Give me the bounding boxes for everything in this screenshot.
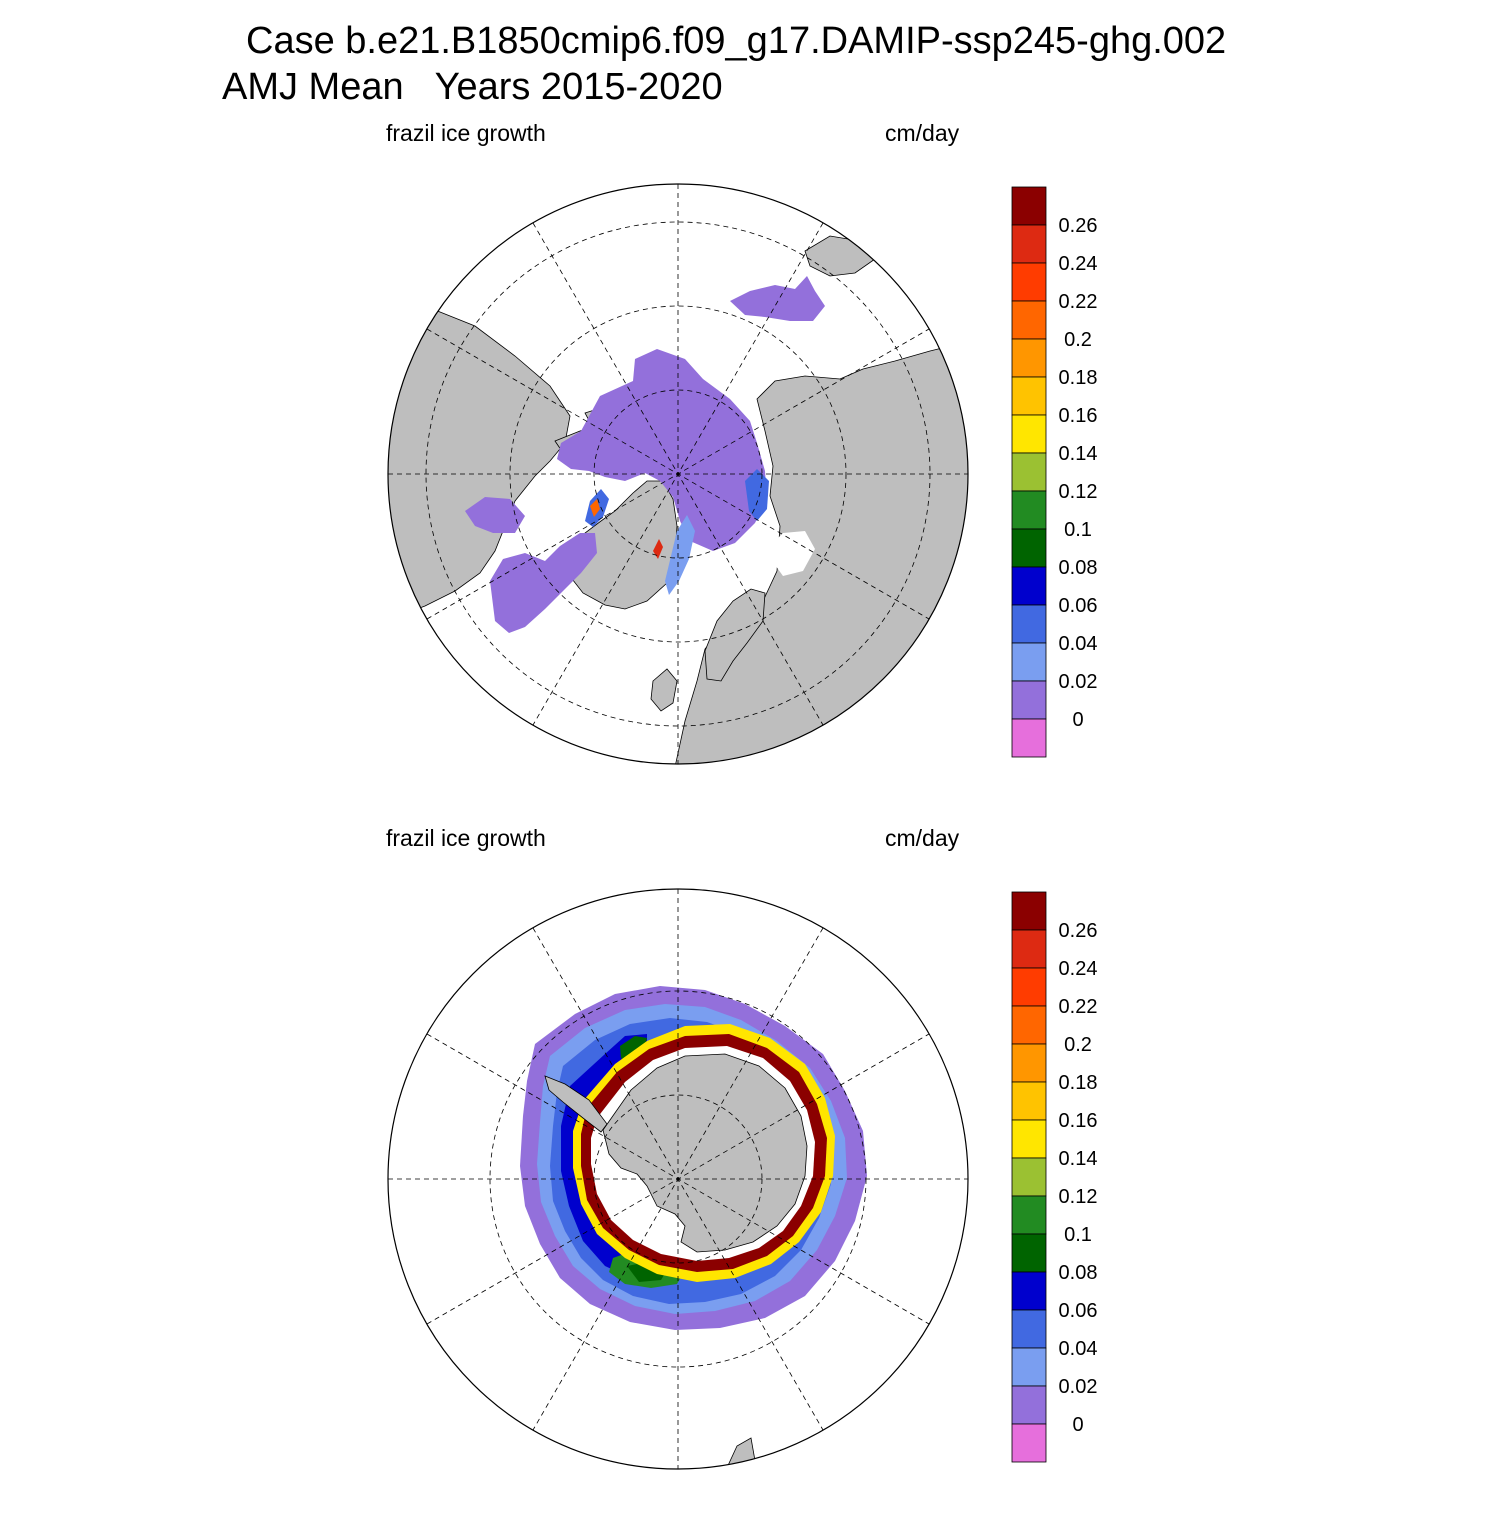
colorbar-label: 0.18 xyxy=(1059,1072,1098,1094)
baffin-hudson-frazil-field xyxy=(465,497,597,633)
colorbar-label: 0.2 xyxy=(1064,1034,1092,1056)
okhotsk-frazil-field xyxy=(730,276,825,321)
colorbar-box xyxy=(1011,1043,1047,1083)
colorbar-box xyxy=(1011,1423,1047,1463)
graticule xyxy=(388,889,968,1469)
colorbar-label: 0.02 xyxy=(1059,1376,1098,1398)
figure-title-line1: Case b.e21.B1850cmip6.f09_g17.DAMIP-ssp2… xyxy=(246,20,1227,62)
colorbar-box xyxy=(1011,1385,1047,1425)
colorbar-label: 0.14 xyxy=(1059,443,1098,465)
panel-variable-label: frazil ice growth xyxy=(386,825,546,851)
colorbar-box xyxy=(1011,224,1047,264)
colorbar-label: 0.08 xyxy=(1059,557,1098,579)
colorbar-box xyxy=(1011,642,1047,682)
colorbar-box xyxy=(1011,1005,1047,1045)
colorbar-box xyxy=(1011,891,1047,931)
latitude-circle-70 xyxy=(509,305,847,643)
colorbar-box xyxy=(1011,604,1047,644)
antarctica-land xyxy=(602,1053,808,1253)
north-america-land xyxy=(388,290,571,622)
colorbar: 0.26 0.24 0.22 0.2 0.18 0.16 0.14 0.12 0… xyxy=(1011,891,1098,1463)
uk-land xyxy=(650,668,678,712)
colorbar-box xyxy=(1011,376,1047,416)
colorbar-box xyxy=(1011,528,1047,568)
colorbar-box xyxy=(1011,680,1047,720)
baffin-bay-frazil-high xyxy=(590,499,600,517)
colorbar-label: 0.2 xyxy=(1064,329,1092,351)
colorbar: 0.26 0.24 0.22 0.2 0.18 0.16 0.14 0.12 0… xyxy=(1011,186,1098,758)
north-polar-map xyxy=(387,183,969,765)
colorbar-box xyxy=(1011,1233,1047,1273)
colorbar-tick-labels: 0.26 0.24 0.22 0.2 0.18 0.16 0.14 0.12 0… xyxy=(1059,215,1098,731)
colorbar-box xyxy=(1011,262,1047,302)
panel-units-label: cm/day xyxy=(885,120,960,146)
colorbar-label: 0.16 xyxy=(1059,1110,1098,1132)
colorbar-label: 0.1 xyxy=(1064,1224,1092,1246)
colorbar-label: 0.08 xyxy=(1059,1262,1098,1284)
colorbar-box xyxy=(1011,1195,1047,1235)
colorbar-label: 0.04 xyxy=(1059,1338,1098,1360)
colorbar-label: 0 xyxy=(1072,1414,1083,1436)
colorbar-box xyxy=(1011,338,1047,378)
panel-units-label: cm/day xyxy=(885,825,960,851)
colorbar-box xyxy=(1011,452,1047,492)
meridian-line xyxy=(426,1033,930,1325)
colorbar-label: 0.16 xyxy=(1059,405,1098,427)
antarctic-peninsula-land xyxy=(544,1075,608,1133)
colorbar-box xyxy=(1011,566,1047,606)
south-polar-panel: frazil ice growth cm/day xyxy=(0,815,1500,1520)
colorbar-box xyxy=(1011,1157,1047,1197)
colorbar-label: 0.04 xyxy=(1059,633,1098,655)
map-boundary xyxy=(387,183,969,765)
colorbar-box xyxy=(1011,1309,1047,1349)
colorbar-box xyxy=(1011,186,1047,226)
colorbar-label: 0.26 xyxy=(1059,215,1098,237)
map-boundary xyxy=(387,888,969,1470)
colorbar-label: 0.24 xyxy=(1059,958,1098,980)
colorbar-boxes xyxy=(1011,186,1047,758)
colorbar-tick-labels: 0.26 0.24 0.22 0.2 0.18 0.16 0.14 0.12 0… xyxy=(1059,920,1098,1436)
colorbar-box xyxy=(1011,929,1047,969)
north-polar-panel: frazil ice growth cm/day xyxy=(0,110,1500,815)
colorbar-box xyxy=(1011,1119,1047,1159)
colorbar-label: 0.02 xyxy=(1059,671,1098,693)
colorbar-label: 0.22 xyxy=(1059,996,1098,1018)
colorbar-box xyxy=(1011,1081,1047,1121)
colorbar-label: 0.06 xyxy=(1059,1300,1098,1322)
south-polar-map xyxy=(387,888,969,1470)
arctic-frazil-field xyxy=(557,349,767,551)
east-greenland-frazil-field xyxy=(665,515,695,595)
colorbar-label: 0.1 xyxy=(1064,519,1092,541)
colorbar-box xyxy=(1011,967,1047,1007)
graticule xyxy=(388,184,968,764)
east-greenland-frazil-high xyxy=(653,539,663,559)
africa-tip-land xyxy=(924,951,946,973)
colorbar-label: 0 xyxy=(1072,709,1083,731)
colorbar-label: 0.26 xyxy=(1059,920,1098,942)
colorbar-box xyxy=(1011,414,1047,454)
barents-frazil-field xyxy=(745,469,769,521)
panel-variable-label: frazil ice growth xyxy=(386,120,546,146)
colorbar-box xyxy=(1011,718,1047,758)
colorbar-label: 0.12 xyxy=(1059,481,1098,503)
colorbar-label: 0.22 xyxy=(1059,291,1098,313)
colorbar-box xyxy=(1011,490,1047,530)
colorbar-label: 0.06 xyxy=(1059,595,1098,617)
colorbar-box xyxy=(1011,1271,1047,1311)
sea-of-okhotsk-white-gap xyxy=(765,531,815,576)
meridian-line xyxy=(426,328,930,620)
colorbar-label: 0.12 xyxy=(1059,1186,1098,1208)
colorbar-label: 0.24 xyxy=(1059,253,1098,275)
colorbar-label: 0.14 xyxy=(1059,1148,1098,1170)
colorbar-box xyxy=(1011,1347,1047,1387)
colorbar-box xyxy=(1011,300,1047,340)
figure-title-line2: AMJ Mean Years 2015-2020 xyxy=(222,66,723,108)
colorbar-label: 0.18 xyxy=(1059,367,1098,389)
colorbar-boxes xyxy=(1011,891,1047,1463)
